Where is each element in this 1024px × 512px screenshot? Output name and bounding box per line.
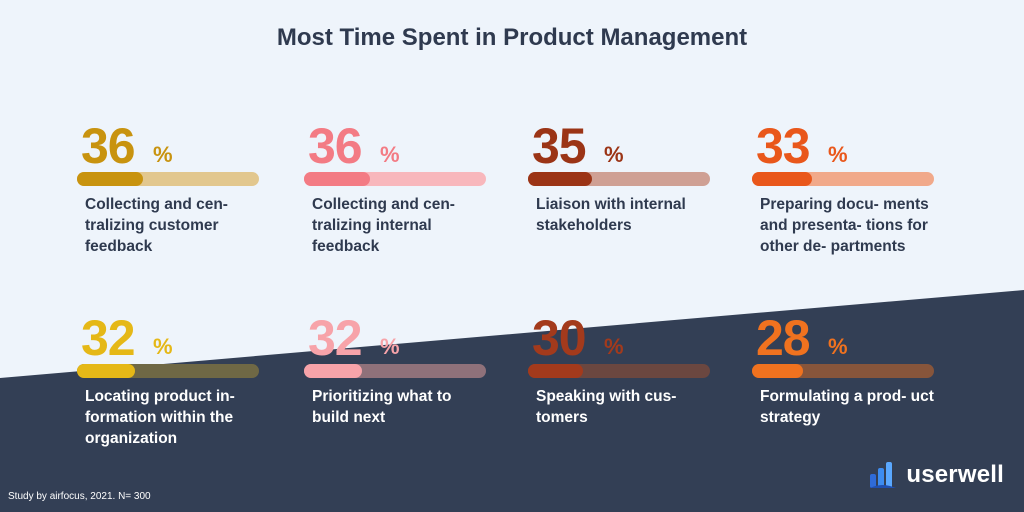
stat-label: Formulating a prod- uct strategy xyxy=(760,388,934,426)
stat-percent-sign: % xyxy=(604,142,624,167)
progress-track xyxy=(752,172,934,186)
stat-card: 36% Collecting and cen- tralizing custome… xyxy=(77,118,267,257)
stat-value: 30 xyxy=(532,310,587,366)
progress-fill xyxy=(528,172,592,186)
stat-percent-sign: % xyxy=(380,334,400,359)
stat-label: Liaison with internal stakeholders xyxy=(536,196,686,234)
stat-percent-sign: % xyxy=(153,142,173,167)
progress-track xyxy=(304,172,486,186)
stat-value: 36 xyxy=(81,118,136,174)
progress-track xyxy=(77,364,259,378)
stat-card: 30% Speaking with cus- tomers xyxy=(528,310,718,428)
stat-value: 33 xyxy=(756,118,811,174)
stat-percent-sign: % xyxy=(380,142,400,167)
userwell-logo-icon xyxy=(870,462,897,488)
stat-label: Speaking with cus- tomers xyxy=(536,388,677,426)
stat-card: 28% Formulating a prod- uct strategy xyxy=(752,310,942,428)
stat-value: 35 xyxy=(532,118,587,174)
footnote: Study by airfocus, 2021. N= 300 xyxy=(8,491,151,502)
progress-track xyxy=(528,172,710,186)
stat-label: Prioritizing what to build next xyxy=(312,388,452,426)
stat-value: 32 xyxy=(81,310,136,366)
stat-percentage: 35% xyxy=(528,118,718,174)
progress-track xyxy=(304,364,486,378)
stat-card: 33% Preparing docu- ments and presenta- t… xyxy=(752,118,942,257)
stat-value: 32 xyxy=(308,310,363,366)
progress-track xyxy=(77,172,259,186)
progress-fill xyxy=(77,364,135,378)
stat-percent-sign: % xyxy=(828,334,848,359)
stat-label: Preparing docu- ments and presenta- tion… xyxy=(760,196,929,255)
stat-percent-sign: % xyxy=(828,142,848,167)
stat-percentage: 32% xyxy=(77,310,267,366)
progress-fill xyxy=(528,364,583,378)
progress-fill xyxy=(752,172,812,186)
stat-card: 32% Locating product in- formation within… xyxy=(77,310,267,449)
stat-card: 35% Liaison with internal stakeholders xyxy=(528,118,718,236)
stat-percentage: 33% xyxy=(752,118,942,174)
progress-track xyxy=(528,364,710,378)
progress-fill xyxy=(77,172,143,186)
background-dark-diagonal xyxy=(0,290,1024,512)
stat-percent-sign: % xyxy=(153,334,173,359)
progress-fill xyxy=(304,172,370,186)
progress-track xyxy=(752,364,934,378)
stat-value: 28 xyxy=(756,310,811,366)
page-title: Most Time Spent in Product Management xyxy=(276,24,748,51)
brand-name: userwell xyxy=(906,461,1004,488)
progress-fill xyxy=(752,364,803,378)
stat-card: 36% Collecting and cen- tralizing interna… xyxy=(304,118,494,257)
stat-percentage: 28% xyxy=(752,310,942,366)
stat-label: Locating product in- formation within th… xyxy=(85,388,235,447)
stat-percent-sign: % xyxy=(604,334,624,359)
progress-fill xyxy=(304,364,362,378)
stat-label: Collecting and cen- tralizing customer f… xyxy=(85,196,228,255)
stat-percentage: 32% xyxy=(304,310,494,366)
stat-card: 32% Prioritizing what to build next xyxy=(304,310,494,428)
stat-percentage: 36% xyxy=(77,118,267,174)
stat-label: Collecting and cen- tralizing internal f… xyxy=(312,196,455,255)
stat-value: 36 xyxy=(308,118,363,174)
brand-logo: userwell xyxy=(868,460,1004,490)
stat-percentage: 30% xyxy=(528,310,718,366)
stat-percentage: 36% xyxy=(304,118,494,174)
